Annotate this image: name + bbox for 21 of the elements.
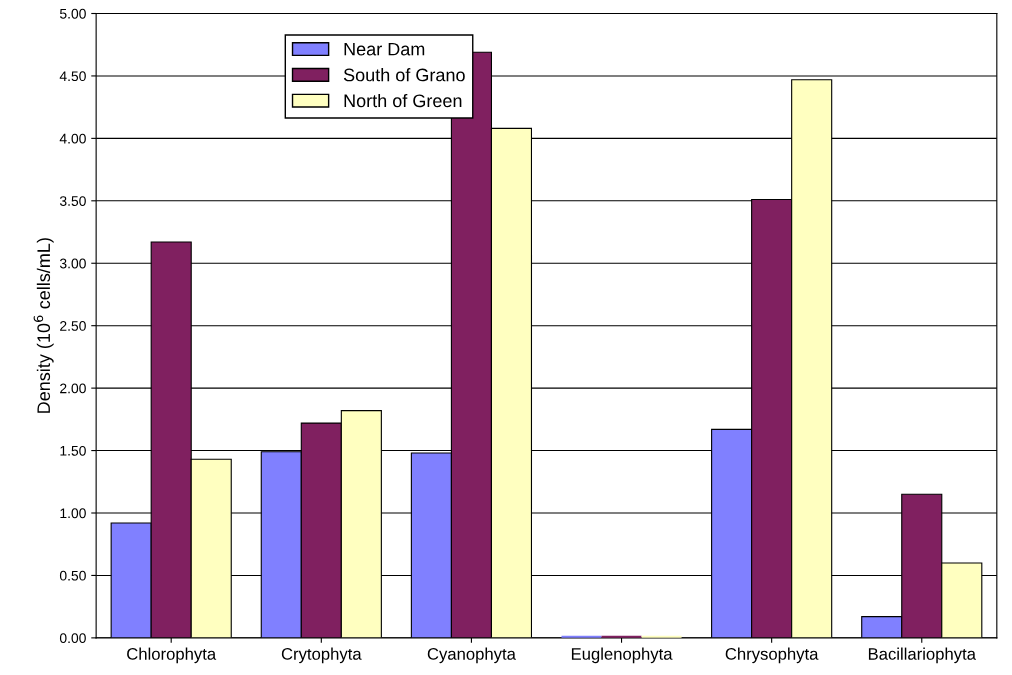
y-tick-label: 5.00 xyxy=(59,8,86,19)
y-tick-label: 0.50 xyxy=(59,570,86,581)
y-tick-label: 1.00 xyxy=(60,508,86,519)
x-tick-label: Bacillariophyta xyxy=(868,647,976,664)
x-tick-label: Chlorophyta xyxy=(127,647,217,664)
y-tick-label: 1.50 xyxy=(60,445,86,456)
legend-label: North of Green xyxy=(344,93,462,108)
y-tick-label: 3.50 xyxy=(59,196,86,206)
y-tick-label: 3.00 xyxy=(59,258,86,269)
y-tick-label: 4.50 xyxy=(59,71,86,82)
x-tick-label: Chrysophyta xyxy=(725,647,819,664)
y-tick-label: 2.50 xyxy=(60,321,86,331)
x-tick-label: Cyanophyta xyxy=(427,647,516,664)
legend-label: Near Dam xyxy=(344,42,425,56)
y-tick-label: 2.00 xyxy=(60,383,86,394)
y-axis-title: Density (10$^{6}$ cells/mL) xyxy=(33,238,54,413)
y-tick-label: 4.00 xyxy=(59,133,86,144)
y-tick-label: 0.00 xyxy=(59,633,86,644)
x-tick-label: Euglenophyta xyxy=(571,647,673,664)
x-tick-label: Crytophyta xyxy=(281,647,362,664)
legend-label: South of Grano xyxy=(343,68,465,82)
